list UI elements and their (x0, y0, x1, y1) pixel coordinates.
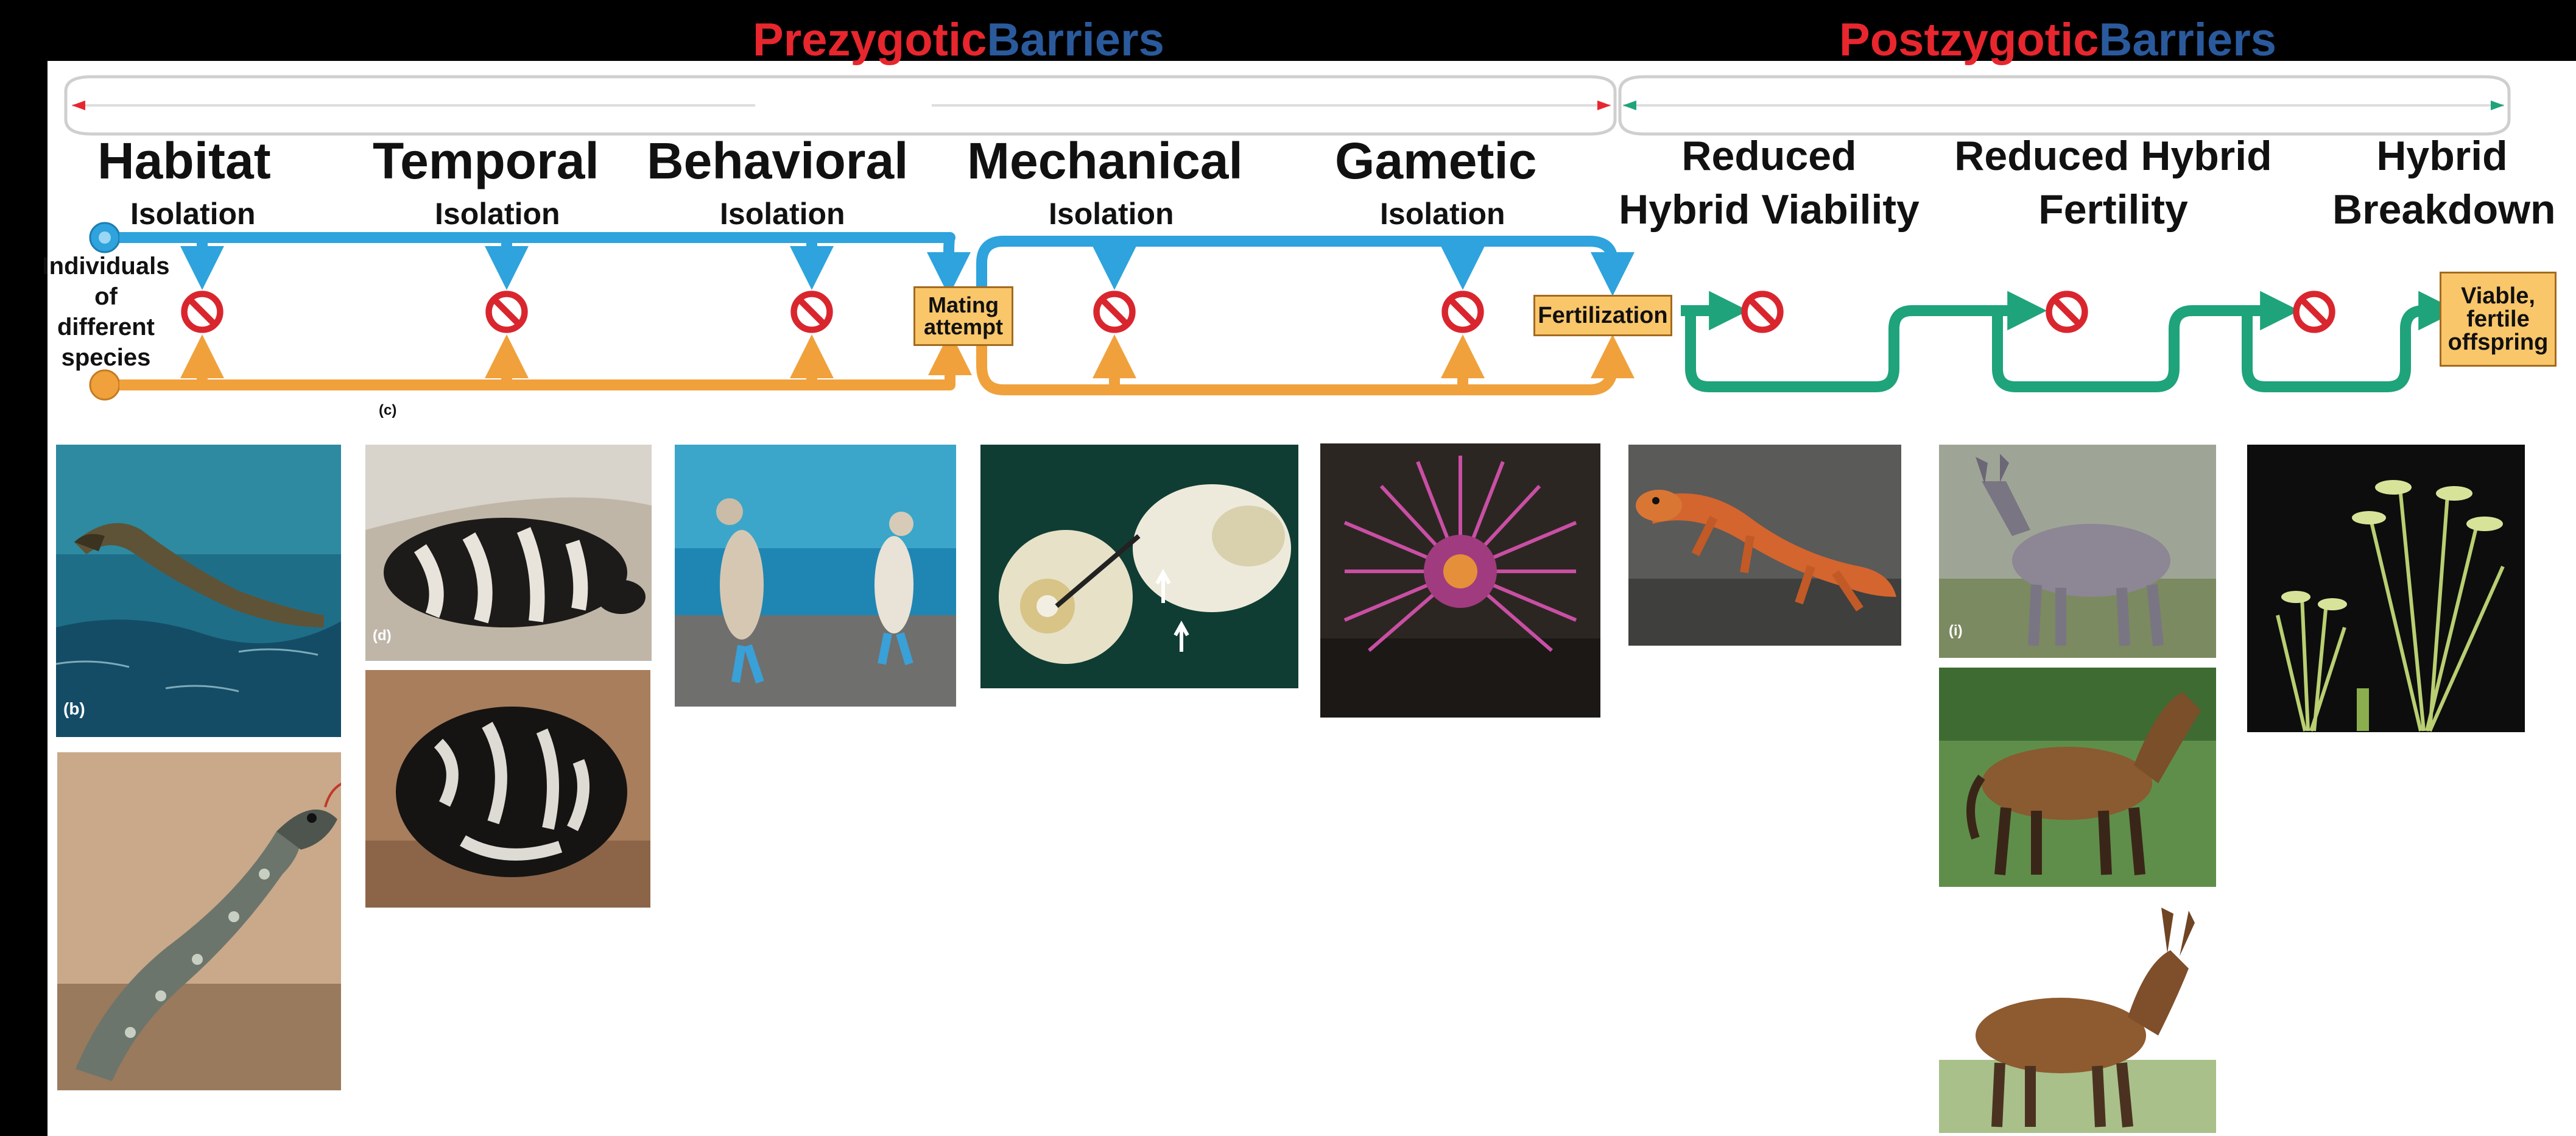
behavioral-subtitle: Isolation (720, 197, 845, 231)
prezygotic-header: PrezygoticBarriers (753, 17, 1164, 63)
hybrid-breakdown-title: Hybrid Breakdown (2332, 133, 2556, 233)
no-entry-icon (2049, 294, 2085, 330)
mating-attempt-box: Mating attempt (913, 286, 1013, 346)
mule-photo (1939, 895, 2216, 1133)
panel-letter-i: (i) (1949, 623, 1963, 639)
species1-path (119, 232, 1635, 296)
reduced-fertility-title: Reduced Hybrid Fertility (1954, 133, 2272, 233)
fertilization-box: Fertilization (1533, 295, 1672, 336)
no-entry-icon (1445, 294, 1481, 330)
prezygotic-word: Prezygotic (753, 14, 987, 66)
sea-urchin-photo (1320, 443, 1600, 718)
no-entry-icon (1745, 294, 1781, 330)
boobies-courtship-photo (675, 445, 956, 707)
no-entry-icon (2296, 294, 2332, 330)
postzygotic-bracket (1618, 75, 2511, 136)
habitat-title: Habitat (97, 132, 271, 189)
no-entry-icon (794, 294, 830, 330)
water-snake-photo: (b) (56, 445, 341, 737)
postzygotic-header: PostzygoticBarriers (1839, 17, 2276, 63)
rice-plants-photo (2247, 445, 2525, 732)
salamander-photo (1628, 445, 1901, 646)
offspring-box: Viable, fertile offspring (2440, 272, 2557, 367)
no-entry-icon (489, 294, 525, 330)
mechanical-subtitle: Isolation (1049, 197, 1174, 231)
behavioral-title: Behavioral (647, 132, 909, 189)
snail-shells-photo (980, 445, 1298, 688)
prezygotic-bracket (64, 75, 1617, 136)
temporal-title: Temporal (373, 132, 599, 189)
individuals-label: Individuals of different species (42, 253, 170, 371)
panel-letter-b: (b) (63, 699, 85, 718)
species2-path (119, 331, 1635, 395)
temporal-subtitle: Isolation (435, 197, 560, 231)
horse-photo (1939, 668, 2216, 887)
habitat-subtitle: Isolation (130, 197, 256, 231)
panel-letter-d: (d) (373, 627, 392, 644)
no-entry-icon (185, 294, 220, 330)
donkey-photo: (i) (1939, 445, 2216, 658)
garter-snake-photo (57, 752, 341, 1090)
panel-letter-c: (c) (379, 402, 397, 418)
hybrid-path (1681, 291, 2458, 392)
postzygotic-word: Postzygotic (1839, 14, 2099, 66)
gametic-title: Gametic (1335, 132, 1537, 189)
reduced-viability-title: Reduced Hybrid Viability (1619, 133, 1920, 233)
western-skunk-photo (365, 670, 650, 908)
gametic-subtitle: Isolation (1380, 197, 1505, 231)
mechanical-title: Mechanical (967, 132, 1243, 189)
orange-dot-icon (89, 369, 121, 401)
eastern-skunk-photo: (d) (365, 445, 652, 661)
postzygotic-barriers-word: Barriers (2099, 14, 2277, 66)
prezygotic-barriers-word: Barriers (987, 14, 1164, 66)
no-entry-icon (1097, 294, 1133, 330)
